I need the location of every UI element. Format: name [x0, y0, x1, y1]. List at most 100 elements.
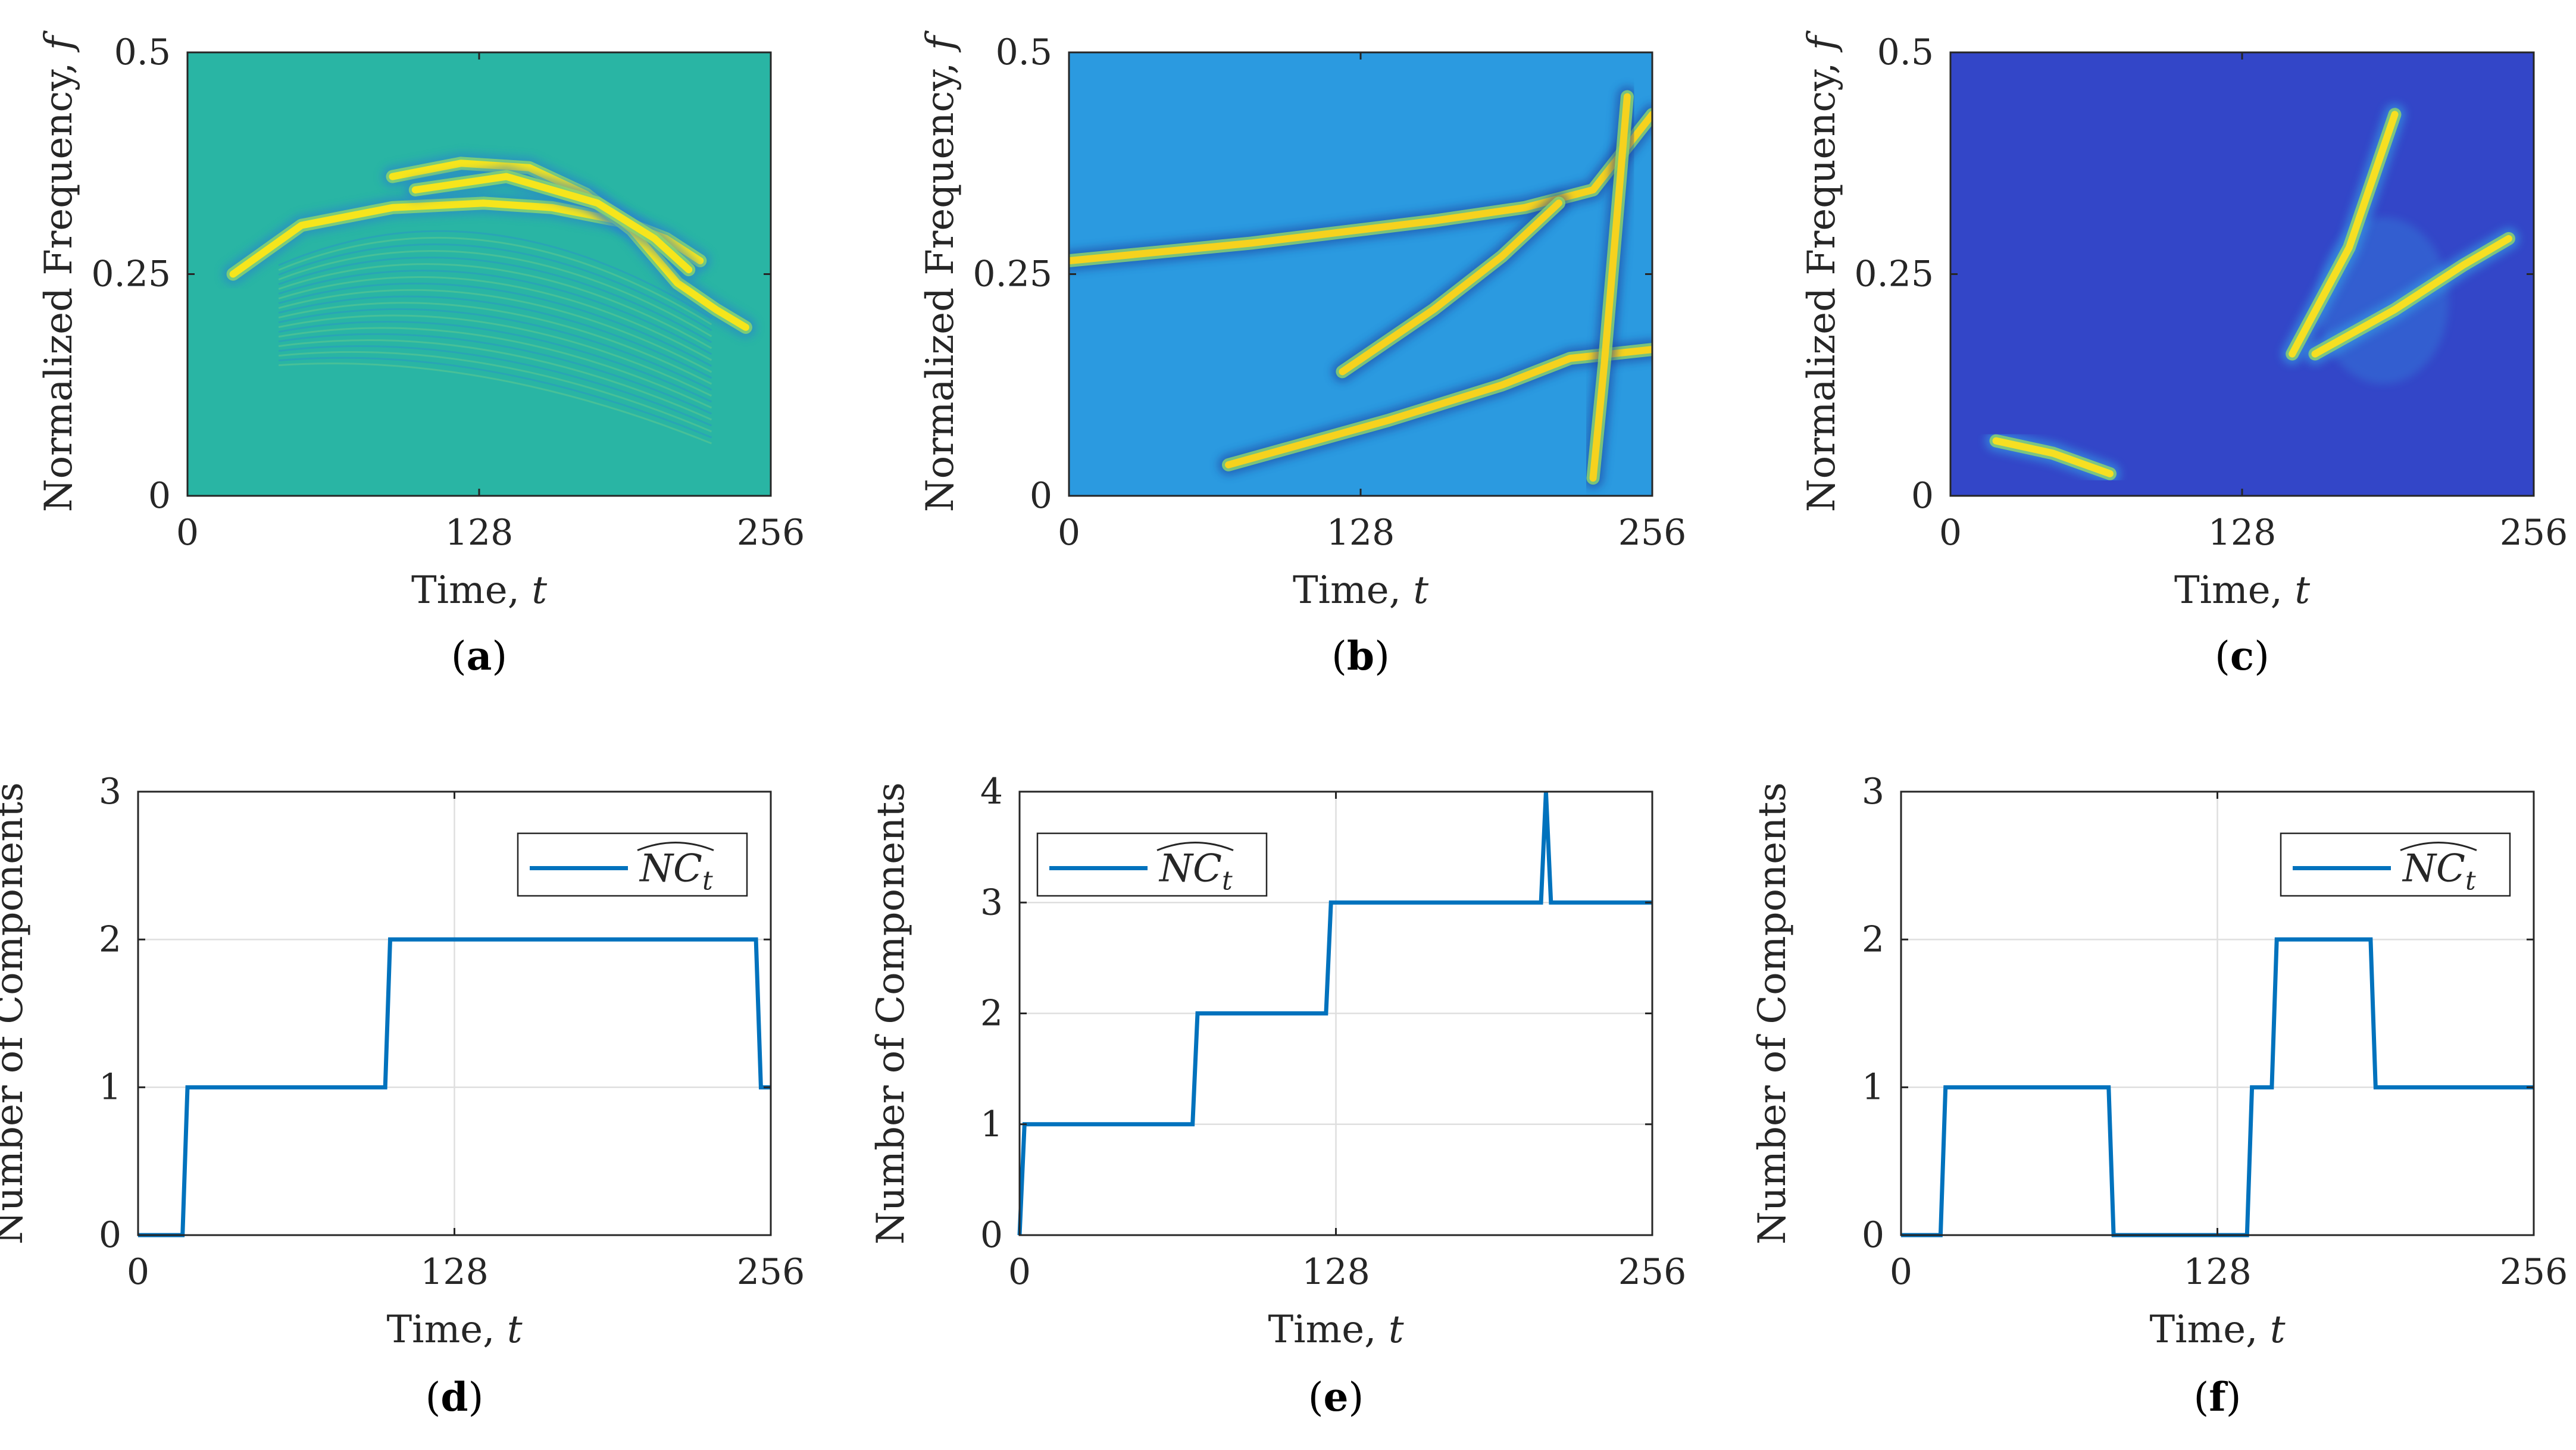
panel-label: (e): [1308, 1374, 1364, 1420]
legend-hat: [637, 842, 714, 851]
x-tick-label: 128: [1302, 1251, 1370, 1293]
panel-label: (c): [2215, 633, 2269, 679]
y-axis-label-var: f: [37, 30, 81, 52]
interference-fringe: [278, 357, 712, 439]
x-axis-label-var: t: [1389, 1308, 1404, 1352]
x-tick-label: 0: [127, 1251, 149, 1293]
x-axis-label-text: Time,: [411, 568, 532, 612]
legend-hat: [2400, 842, 2477, 851]
panel-label-letter: a: [467, 633, 492, 679]
x-tick-label: 256: [2500, 512, 2568, 554]
interference-fringe: [278, 282, 712, 367]
y-axis-label-var: f: [918, 30, 962, 52]
legend: NCt: [517, 832, 748, 897]
legend-label-sub: t: [2465, 866, 2476, 896]
y-tick-label: 2: [99, 918, 121, 960]
panel-label-paren: ): [2254, 633, 2269, 679]
x-tick-label: 0: [1008, 1251, 1031, 1293]
x-tick-label: 256: [1618, 512, 1687, 554]
panel-label: (b): [1331, 633, 1390, 679]
panel-label-letter: d: [440, 1374, 468, 1420]
ridge-core: [2289, 111, 2399, 358]
x-axis-label-text: Time,: [2149, 1308, 2269, 1352]
legend-label-sub: t: [1222, 866, 1233, 896]
y-axis-label: Normalized Frequency, f: [918, 30, 962, 512]
axes-1: 0 128 256 0 0.25 0.5 Time, t Normalized Frequen…: [918, 30, 1686, 679]
ridge-core: [1339, 199, 1562, 376]
series-line: [1017, 791, 1652, 1236]
interference-fringe: [278, 345, 712, 427]
lineplot-4: NCt: [1017, 791, 1652, 1236]
x-tick-label: 128: [2208, 512, 2277, 554]
y-tick-label: 0: [1911, 475, 1934, 517]
x-axis-label-var: t: [2270, 1308, 2286, 1352]
axes-4: 0 128 256 0 1 2 3 4 Time, t Number of Components (…: [869, 771, 1686, 1420]
x-tick-label: 0: [176, 512, 199, 554]
axes-5: 0 128 256 0 1 2 3 Time, t Number of Components (f…: [1750, 771, 2568, 1420]
legend-label: NCt: [1158, 847, 1233, 896]
x-tick-label: 128: [445, 512, 514, 554]
heatmap-1: [1069, 52, 1652, 496]
y-tick-label: 0.25: [91, 254, 171, 295]
interference-fringe: [278, 263, 712, 349]
x-axis-label-text: Time,: [1293, 568, 1413, 612]
interference-fringe: [278, 270, 712, 355]
axes-2: 0 128 256 0 0.25 0.5 Time, t Normalized Frequen…: [1800, 30, 2568, 679]
ridge-core: [411, 173, 693, 274]
x-axis-label-text: Time,: [2174, 568, 2294, 612]
interference-fringe: [278, 351, 712, 433]
x-axis-label-text: Time,: [386, 1308, 507, 1352]
x-axis-label: Time, t: [1293, 568, 1428, 612]
x-axis-label-text: Time,: [1268, 1308, 1388, 1352]
diffuse-energy: [2318, 217, 2449, 385]
y-axis-label: Number of Components: [869, 782, 913, 1245]
interference-fringe: [278, 327, 712, 409]
legend-box: [1036, 832, 1268, 897]
y-tick-label: 0.5: [114, 32, 171, 73]
legend: NCt: [2280, 832, 2511, 897]
lineplot-3: NCt: [138, 792, 771, 1238]
y-tick-label: 0: [1030, 475, 1052, 517]
panel-label-paren: (: [1308, 1374, 1324, 1420]
interference-fringe: [278, 250, 712, 338]
interference-fringe: [278, 276, 712, 361]
panel-label-paren: ): [468, 1374, 484, 1420]
x-tick-label: 0: [1058, 512, 1080, 554]
x-axis-label: Time, t: [411, 568, 547, 612]
ridge-core: [2311, 235, 2512, 358]
interference-fringe: [278, 333, 712, 415]
y-axis-label-text: Normalized Frequency,: [918, 50, 962, 512]
panel-label-letter: b: [1347, 633, 1374, 679]
y-tick-label: 1: [980, 1104, 1003, 1145]
interference-fringe: [278, 339, 712, 421]
legend-box: [517, 832, 748, 897]
y-tick-label: 3: [99, 771, 121, 812]
x-axis-label: Time, t: [1268, 1308, 1403, 1352]
panel-label-paren: ): [2226, 1374, 2242, 1420]
heatmap-2: [1950, 52, 2534, 496]
ridge-core: [1992, 437, 2114, 477]
x-tick-label: 256: [737, 1251, 805, 1293]
lineplot-5: NCt: [1901, 792, 2534, 1238]
panel-label: (d): [426, 1374, 484, 1420]
axes-box: [137, 790, 772, 1236]
x-tick-label: 128: [420, 1251, 489, 1293]
series-line: [1901, 937, 2534, 1238]
x-tick-label: 256: [737, 512, 805, 554]
y-tick-label: 1: [1862, 1067, 1884, 1108]
y-axis-label-text: Normalized Frequency,: [37, 50, 81, 512]
y-tick-label: 0.5: [996, 32, 1052, 73]
y-axis-label: Normalized Frequency, f: [37, 30, 81, 512]
x-tick-label: 128: [1327, 512, 1395, 554]
y-tick-label: 2: [1862, 918, 1884, 960]
series-line: [138, 937, 771, 1238]
axes-box: [1900, 790, 2535, 1236]
interference-fringe: [278, 257, 712, 343]
x-tick-label: 256: [1618, 1251, 1687, 1293]
y-axis-label: Number of Components: [1750, 782, 1795, 1245]
panel-label-paren: ): [1374, 633, 1390, 679]
x-axis-label: Time, t: [2149, 1308, 2285, 1352]
y-tick-label: 1: [99, 1067, 121, 1108]
interference-fringe: [278, 308, 712, 391]
interference-fringe: [278, 236, 712, 326]
